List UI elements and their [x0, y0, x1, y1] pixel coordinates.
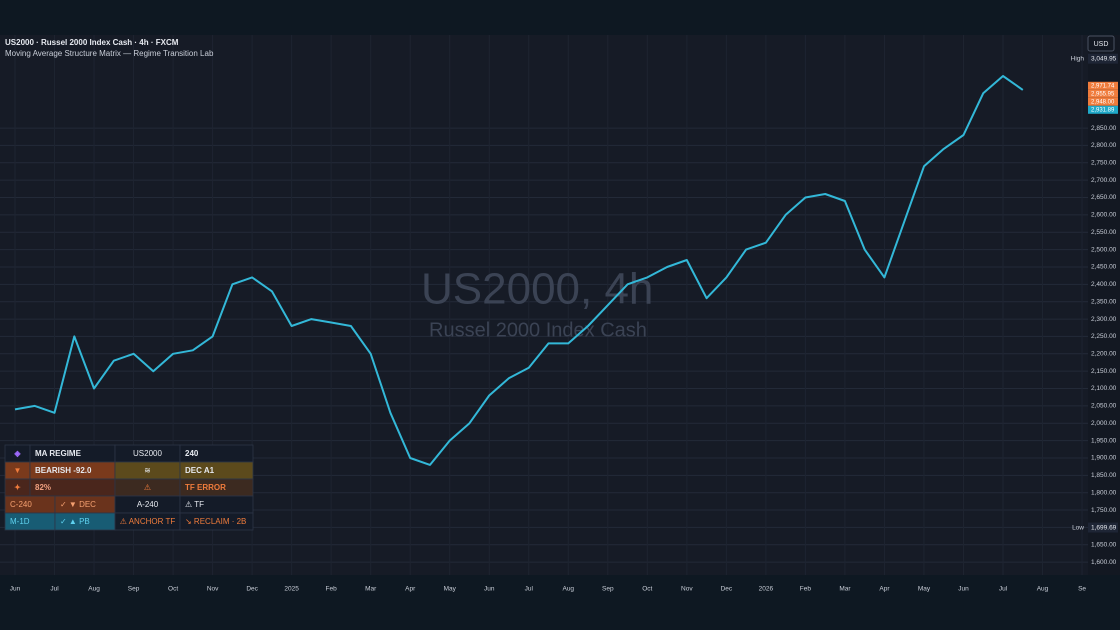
- price-tag-label: 2,948.00: [1091, 99, 1115, 105]
- y-tick-label: 1,850.00: [1091, 472, 1117, 479]
- marker-box: [1088, 53, 1118, 64]
- y-tick-label: 2,350.00: [1091, 298, 1117, 305]
- panel-text: A-240: [137, 500, 159, 509]
- x-tick-label: Jun: [484, 586, 495, 593]
- y-tick-label: 2,300.00: [1091, 316, 1117, 323]
- y-tick-label: 2,550.00: [1091, 229, 1117, 236]
- x-tick-label: Sep: [128, 586, 140, 593]
- x-tick-label: May: [444, 586, 457, 593]
- marker-label: 3,049.95: [1091, 55, 1117, 62]
- y-tick-label: 1,900.00: [1091, 455, 1117, 462]
- x-tick-label: Dec: [246, 586, 258, 593]
- marker-name: Low: [1072, 524, 1084, 531]
- panel-text: ◈: [13, 449, 21, 458]
- x-tick-label: Jul: [525, 586, 534, 593]
- panel-text: ≋: [144, 466, 151, 475]
- y-tick-label: 2,400.00: [1091, 281, 1117, 288]
- chart-title: US2000 · Russel 2000 Index Cash · 4h · F…: [5, 38, 179, 47]
- y-tick-label: 2,450.00: [1091, 264, 1117, 271]
- y-tick-label: 2,250.00: [1091, 333, 1117, 340]
- panel-text: US2000: [133, 449, 162, 458]
- x-tick-label: Oct: [168, 586, 178, 593]
- x-tick-label: Se: [1078, 586, 1086, 593]
- price-tag: [1088, 81, 1118, 90]
- price-axis: [1088, 35, 1120, 575]
- panel-text: 240: [185, 449, 199, 458]
- y-tick-label: 2,100.00: [1091, 385, 1117, 392]
- x-tick-label: Apr: [405, 586, 416, 593]
- panel-text: ↘ RECLAIM · 2B: [185, 517, 246, 526]
- y-tick-label: 1,650.00: [1091, 542, 1117, 549]
- y-tick-label: 2,200.00: [1091, 351, 1117, 358]
- panel-text: BEARISH -92.0: [35, 466, 92, 475]
- y-tick-label: 1,750.00: [1091, 507, 1117, 514]
- panel-cell: [179, 512, 254, 531]
- currency-button[interactable]: [1087, 35, 1115, 52]
- x-tick-label: May: [918, 586, 931, 593]
- y-tick-label: 2,000.00: [1091, 420, 1117, 427]
- marker-label: 1,699.69: [1091, 524, 1117, 531]
- x-tick-label: Mar: [839, 586, 851, 593]
- y-tick-label: 2,600.00: [1091, 212, 1117, 219]
- panel-text: ✓ ▲ PB: [60, 517, 90, 526]
- x-tick-label: Aug: [88, 586, 100, 593]
- panel-text: 82%: [35, 483, 51, 492]
- x-tick-label: Dec: [721, 586, 733, 593]
- x-tick-label: Jun: [958, 586, 969, 593]
- panel-text: ✦: [14, 483, 21, 492]
- price-tag: [1088, 97, 1118, 106]
- y-tick-label: 2,850.00: [1091, 125, 1117, 132]
- watermark: US2000, 4h: [421, 265, 653, 314]
- x-tick-label: Jun: [10, 586, 21, 593]
- panel-text: ⚠: [144, 483, 151, 492]
- panel-text: TF ERROR: [185, 483, 226, 492]
- y-tick-label: 2,150.00: [1091, 368, 1117, 375]
- watermark-sub: Russel 2000 Index Cash: [429, 319, 647, 341]
- panel-text: DEC A1: [185, 466, 215, 475]
- price-line: [14, 75, 1024, 466]
- marker-box: [1088, 522, 1118, 533]
- panel-text: ▼: [14, 466, 22, 475]
- price-tag-label: 2,971.74: [1091, 83, 1115, 89]
- y-tick-label: 1,800.00: [1091, 489, 1117, 496]
- y-tick-label: 2,050.00: [1091, 403, 1117, 410]
- price-tag: [1088, 89, 1118, 98]
- x-tick-label: Sep: [602, 586, 614, 593]
- panel-text: ⚠ TF: [185, 500, 204, 509]
- panel-text: ✓ ▼ DEC: [60, 500, 96, 509]
- y-tick-label: 2,700.00: [1091, 177, 1117, 184]
- panel-text: ⚠ ANCHOR TF: [120, 517, 176, 526]
- x-tick-label: 2026: [759, 586, 774, 593]
- x-tick-label: Jul: [999, 586, 1008, 593]
- panel-text: M-1D: [10, 517, 30, 526]
- price-tag-label: 2,931.89: [1091, 107, 1115, 113]
- x-tick-label: Nov: [681, 586, 693, 593]
- x-tick-label: Apr: [879, 586, 890, 593]
- x-tick-label: Oct: [642, 586, 652, 593]
- price-tag: [1088, 105, 1118, 114]
- chart-subtitle: Moving Average Structure Matrix — Regime…: [5, 49, 214, 58]
- y-tick-label: 1,950.00: [1091, 437, 1117, 444]
- y-tick-label: 2,800.00: [1091, 142, 1117, 149]
- y-tick-label: 2,500.00: [1091, 246, 1117, 253]
- panel-text: MA REGIME: [35, 449, 82, 458]
- x-tick-label: 2025: [284, 586, 299, 593]
- x-tick-label: Jul: [50, 586, 59, 593]
- y-tick-label: 2,650.00: [1091, 194, 1117, 201]
- x-tick-label: Nov: [207, 586, 219, 593]
- x-tick-label: Mar: [365, 586, 377, 593]
- marker-name: High: [1071, 55, 1085, 62]
- currency[interactable]: USD: [1094, 41, 1109, 48]
- x-tick-label: Aug: [1037, 586, 1049, 593]
- y-tick-label: 1,600.00: [1091, 559, 1117, 566]
- x-tick-label: Feb: [800, 586, 812, 593]
- panel-text: C-240: [10, 500, 32, 509]
- price-tag-label: 2,955.95: [1091, 91, 1115, 97]
- x-tick-label: Feb: [326, 586, 338, 593]
- y-tick-label: 2,750.00: [1091, 160, 1117, 167]
- x-tick-label: Aug: [562, 586, 574, 593]
